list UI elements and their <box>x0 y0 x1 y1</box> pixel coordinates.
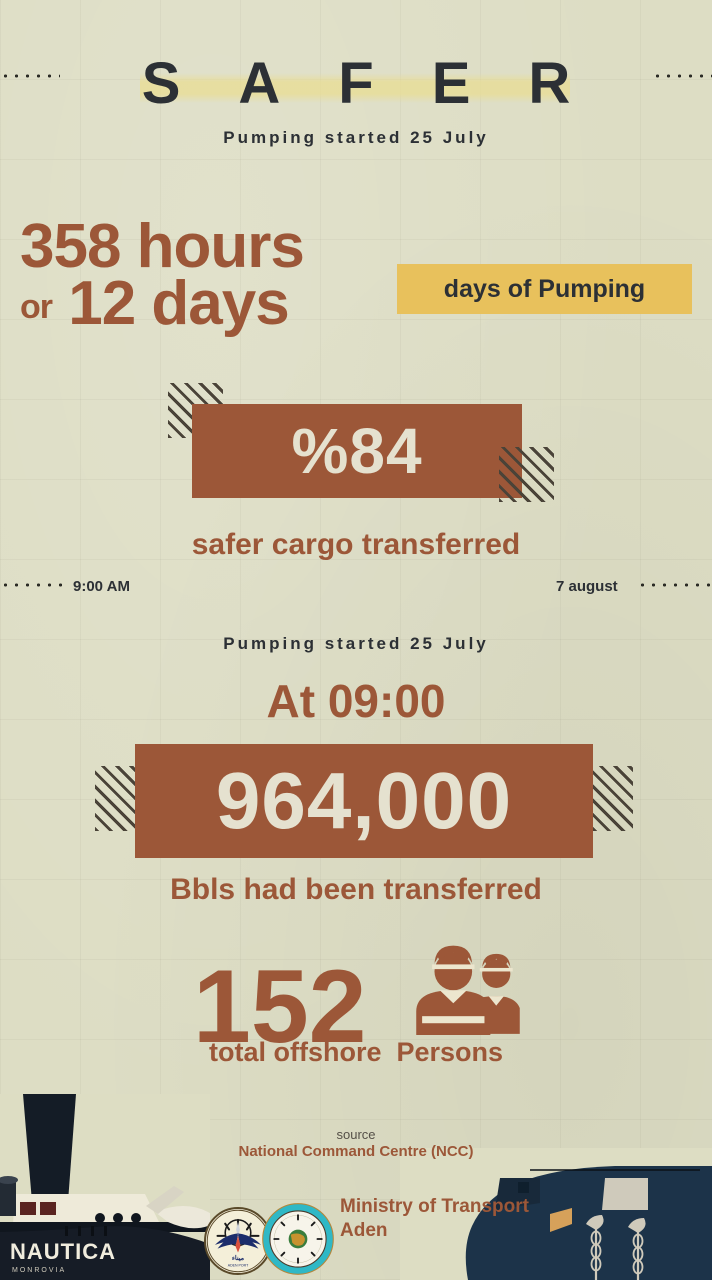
svg-text:ADEN PORT: ADEN PORT <box>228 1264 249 1268</box>
svg-text:NAUTICA: NAUTICA <box>10 1239 116 1264</box>
svg-text:ميناء: ميناء <box>232 1255 244 1262</box>
svg-text:MONROVIA: MONROVIA <box>12 1267 66 1274</box>
